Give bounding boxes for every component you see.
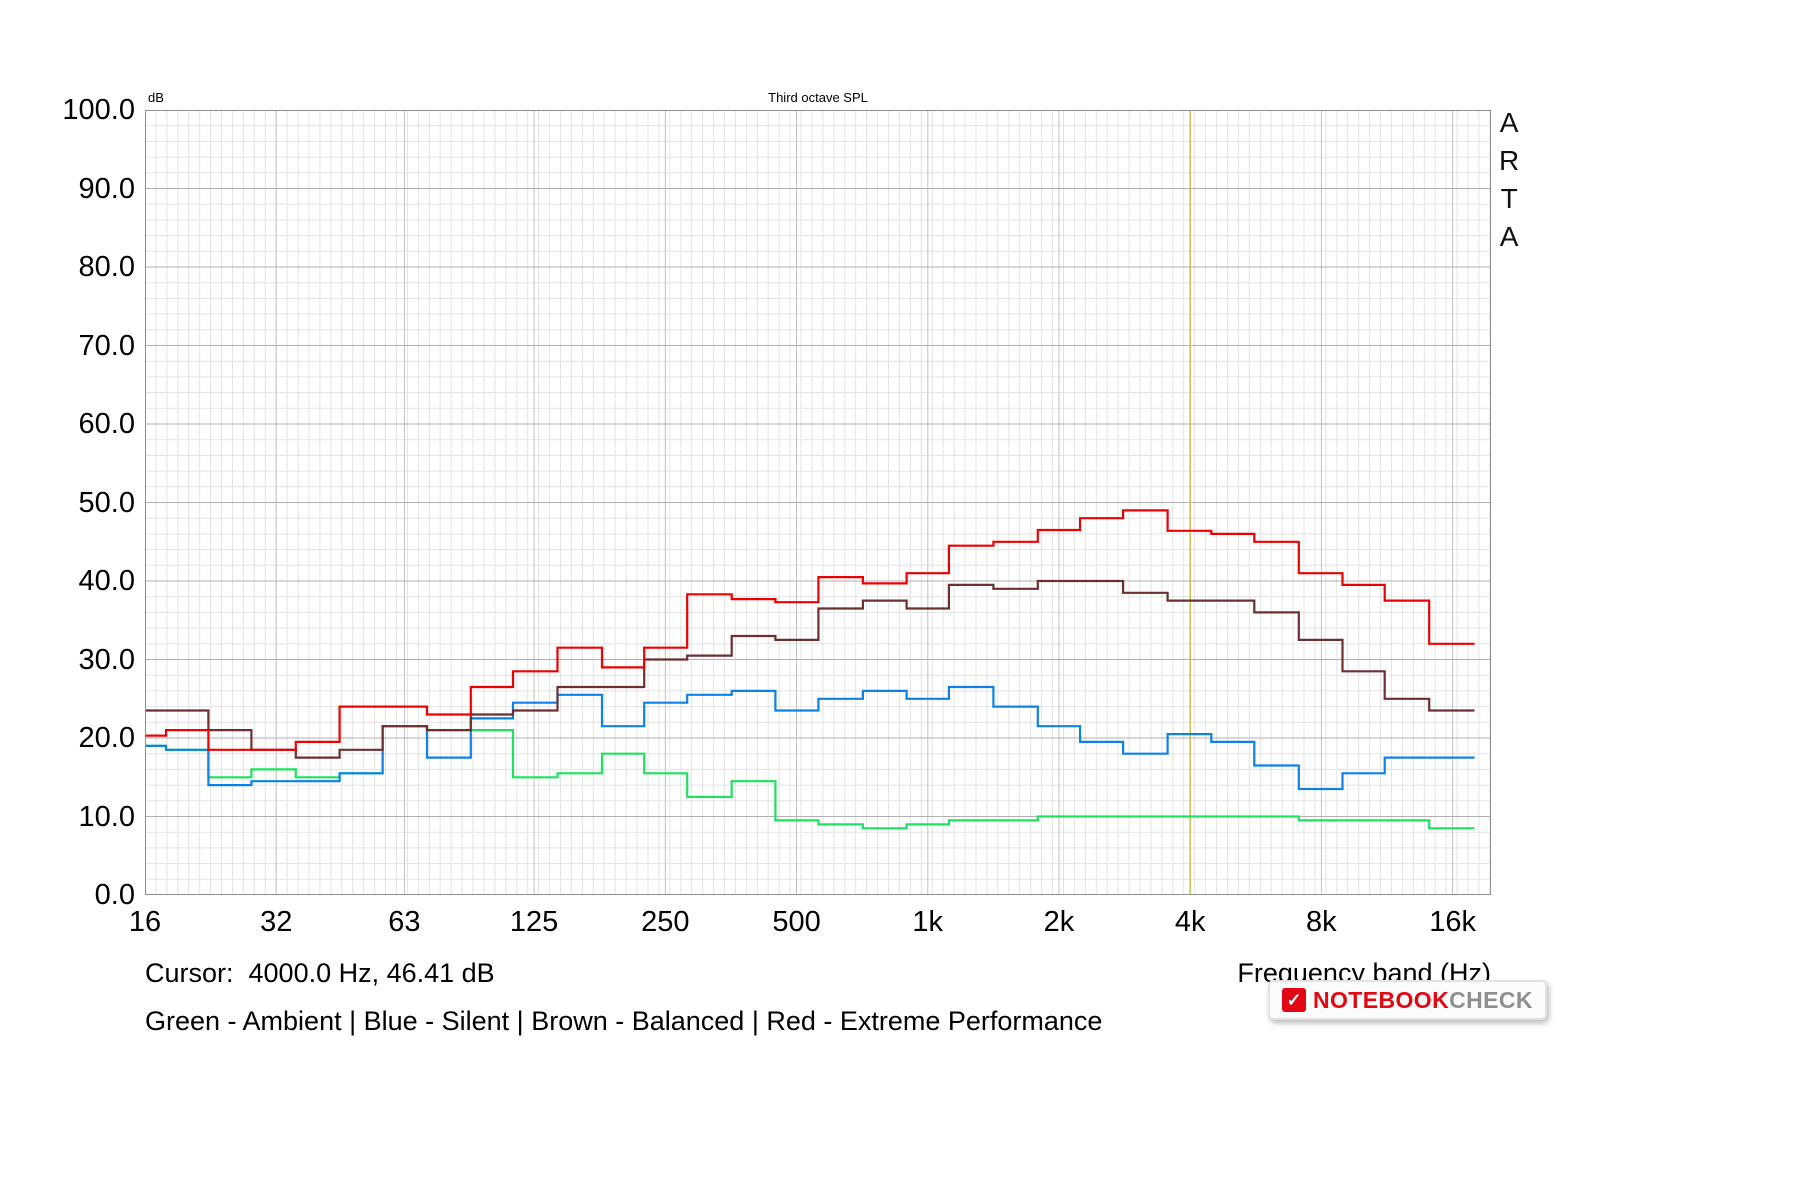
x-tick-label: 1k: [912, 906, 944, 938]
x-tick-label: 500: [772, 906, 821, 938]
y-tick-label: 40.0: [78, 565, 135, 597]
series-line-extreme-performance: [145, 509, 1475, 751]
x-tick-label: 250: [641, 906, 690, 938]
arta-watermark: A R T A: [1499, 107, 1520, 252]
series-line-balanced: [145, 579, 1475, 759]
y-tick-label: 80.0: [78, 251, 135, 283]
y-tick-label: 0.0: [94, 879, 135, 911]
cursor-readout: Cursor: 4000.0 Hz, 46.41 dB: [145, 958, 495, 988]
x-tick-label: 2k: [1043, 906, 1075, 938]
x-tick-label: 16: [128, 906, 162, 938]
x-tick-label: 4k: [1174, 906, 1206, 938]
x-tick-label: 125: [509, 906, 559, 938]
notebookcheck-check-icon: ✓: [1282, 988, 1306, 1012]
series-line-ambient: [145, 725, 1475, 830]
y-tick-label: 70.0: [78, 329, 135, 362]
y-axis-unit-label: dB: [148, 90, 164, 105]
logo-check-text: CHECK: [1449, 986, 1533, 1013]
series-line-silent: [145, 685, 1475, 791]
y-tick-label: 60.0: [78, 408, 135, 440]
notebookcheck-logo: ✓ NOTEBOOK CHECK: [1268, 980, 1547, 1020]
y-tick-label: 30.0: [78, 643, 135, 676]
y-tick-label: 100.0: [62, 94, 135, 126]
spl-plot-area: [145, 110, 1491, 895]
legend-text: Green - Ambient | Blue - Silent | Brown …: [145, 1006, 1103, 1036]
y-tick-label: 10.0: [78, 800, 135, 833]
logo-notebook-text: NOTEBOOK: [1313, 986, 1450, 1013]
y-tick-label: 20.0: [78, 722, 135, 754]
x-tick-label: 16k: [1429, 906, 1476, 938]
x-tick-label: 8k: [1306, 906, 1337, 938]
y-tick-label: 90.0: [78, 172, 135, 205]
x-tick-label: 63: [388, 906, 421, 938]
x-tick-label: 32: [260, 906, 293, 938]
chart-title: Third octave SPL: [768, 90, 868, 105]
y-tick-label: 50.0: [78, 486, 135, 519]
